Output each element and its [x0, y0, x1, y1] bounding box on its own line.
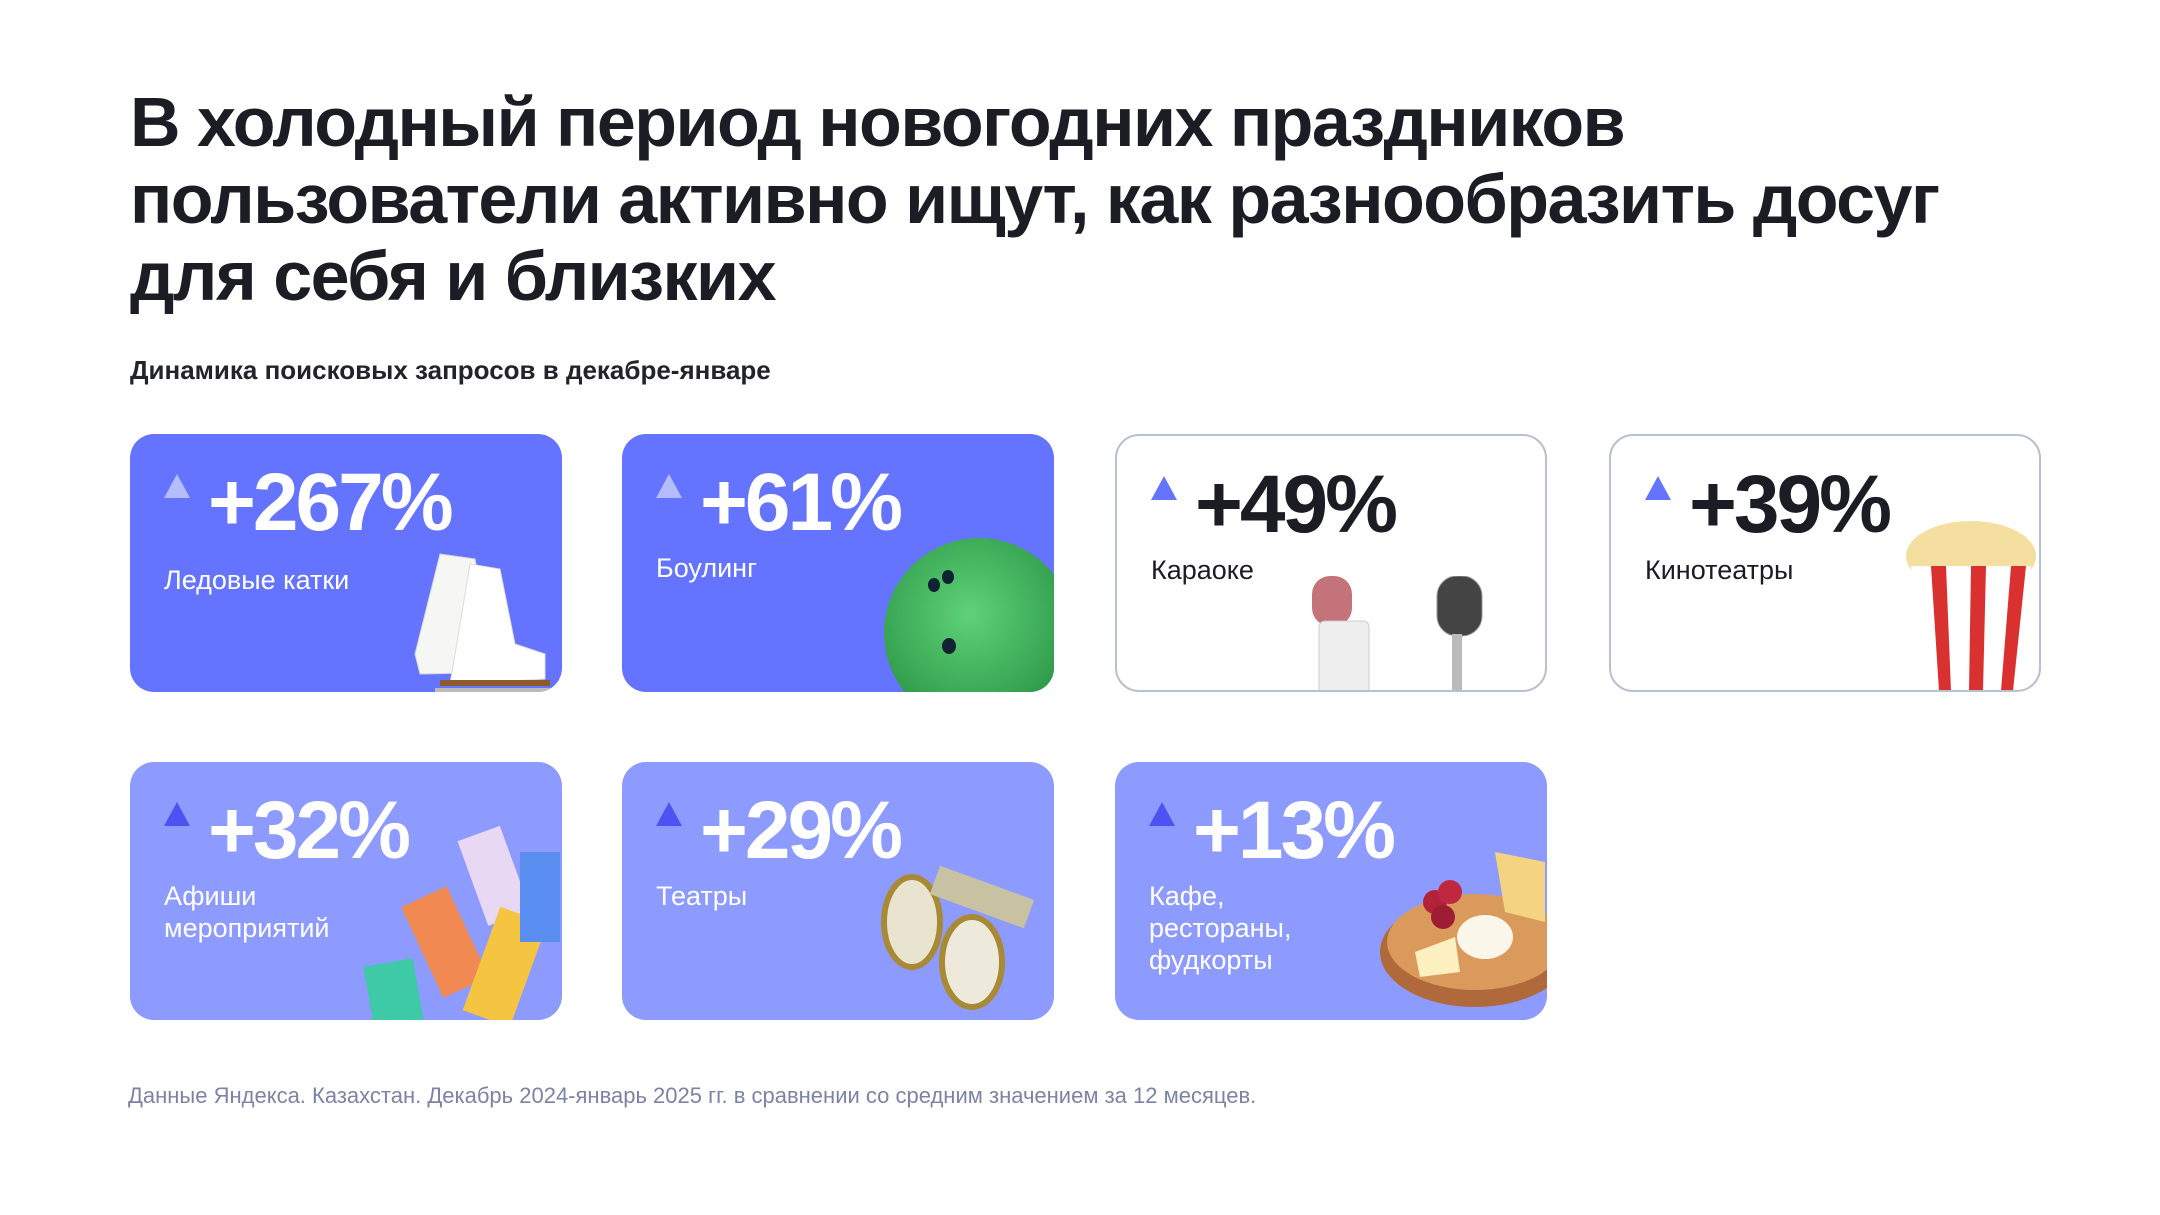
card-label: Кинотеатры [1645, 555, 1794, 585]
cheese-plate-icon [1380, 852, 1547, 1007]
page-title: В холодный период новогодних праздников … [130, 83, 1940, 315]
card-cafes: +13% Кафе, рестораны, фудкорты [1115, 762, 1547, 1020]
card-value: +61% [700, 457, 903, 548]
card-cinemas: +39% Кинотеатры [1609, 434, 2041, 692]
up-triangle-icon [656, 802, 682, 826]
card-label: Афиши мероприятий [164, 881, 330, 943]
card-value: +267% [208, 457, 454, 548]
card-value: +29% [700, 785, 903, 876]
binoculars-icon [881, 865, 1035, 1010]
subtitle: Динамика поисковых запросов в декабре-ян… [130, 355, 771, 385]
card-ice-rinks: +267% Ледовые катки [130, 434, 562, 692]
card-value: +13% [1193, 785, 1396, 876]
up-triangle-icon [164, 474, 190, 498]
tickets-icon [363, 825, 560, 1020]
bowling-ball-icon [884, 538, 1054, 692]
card-bowling: +61% Боулинг [622, 434, 1054, 692]
card-label: Караоке [1151, 555, 1254, 585]
card-label: Кафе, рестораны, фудкорты [1149, 881, 1292, 975]
up-triangle-icon [656, 474, 682, 498]
up-triangle-icon [164, 802, 190, 826]
up-triangle-icon [1645, 476, 1671, 500]
card-value: +39% [1689, 459, 1892, 550]
card-event-listings: +32% Афиши мероприятий [130, 762, 562, 1020]
card-value: +32% [208, 785, 411, 876]
card-karaoke: +49% Караоке [1115, 434, 1547, 692]
card-value: +49% [1195, 459, 1398, 550]
microphones-icon [1312, 576, 1483, 690]
footnote: Данные Яндекса. Казахстан. Декабрь 2024-… [128, 1083, 1257, 1108]
card-theaters: +29% Театры [622, 762, 1054, 1020]
card-label: Театры [656, 881, 748, 911]
card-label: Ледовые катки [164, 565, 350, 595]
ice-skates-icon [414, 553, 555, 692]
up-triangle-icon [1149, 802, 1175, 826]
card-label: Боулинг [656, 553, 757, 583]
popcorn-icon [1906, 521, 2036, 690]
up-triangle-icon [1151, 476, 1177, 500]
